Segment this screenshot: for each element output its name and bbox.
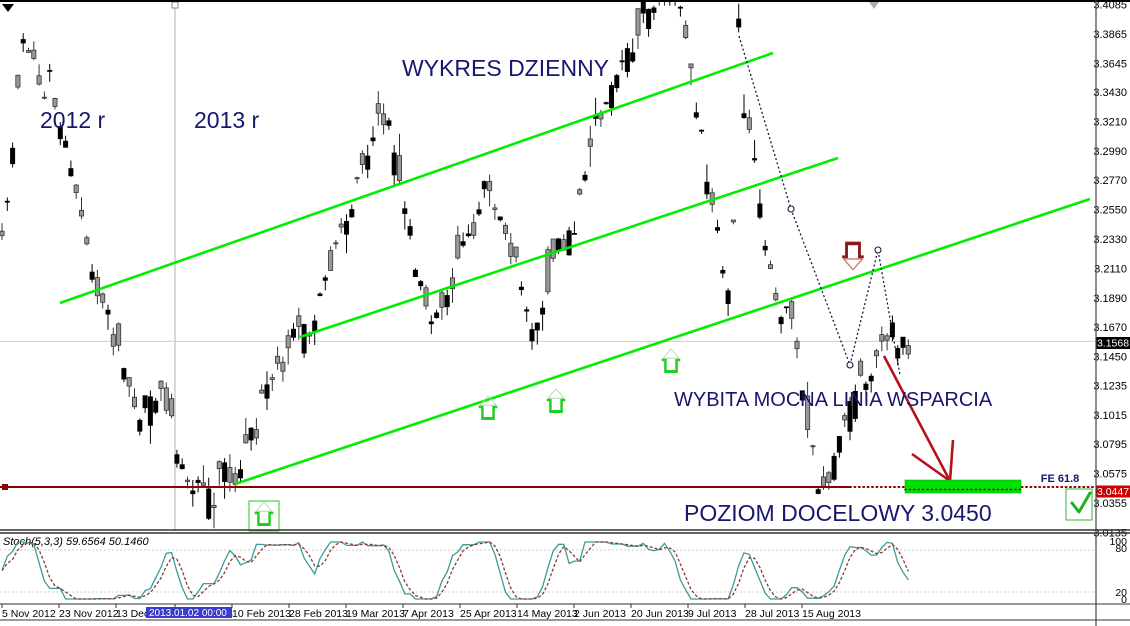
svg-text:FE 61.8: FE 61.8	[1041, 473, 1080, 485]
svg-text:3.2770: 3.2770	[1093, 175, 1127, 187]
svg-text:2013.01.02 00:00: 2013.01.02 00:00	[149, 608, 227, 619]
svg-text:3.2330: 3.2330	[1093, 234, 1127, 246]
svg-text:15 Aug 2013: 15 Aug 2013	[802, 608, 861, 620]
svg-text:3.3430: 3.3430	[1093, 87, 1127, 99]
svg-text:25 Apr 2013: 25 Apr 2013	[460, 608, 517, 620]
svg-text:0: 0	[1121, 594, 1127, 606]
svg-text:23 Nov 2012: 23 Nov 2012	[59, 608, 119, 620]
svg-text:10 Feb 2013: 10 Feb 2013	[232, 608, 291, 620]
svg-text:3.1015: 3.1015	[1093, 410, 1127, 422]
svg-text:5 Nov 2012: 5 Nov 2012	[2, 608, 56, 620]
svg-text:3.2990: 3.2990	[1093, 146, 1127, 158]
svg-text:WYKRES DZIENNY: WYKRES DZIENNY	[402, 55, 609, 81]
svg-text:3.0795: 3.0795	[1093, 439, 1127, 451]
svg-text:3.0575: 3.0575	[1093, 469, 1127, 481]
svg-text:WYBITA MOCNA LINIA WSPARCIA: WYBITA MOCNA LINIA WSPARCIA	[674, 389, 993, 411]
svg-text:2012 r: 2012 r	[40, 107, 106, 133]
svg-text:3.2110: 3.2110	[1094, 263, 1127, 275]
svg-text:3.0355: 3.0355	[1093, 498, 1127, 510]
svg-text:3.2550: 3.2550	[1093, 205, 1127, 217]
svg-text:7 Apr 2013: 7 Apr 2013	[403, 608, 454, 620]
svg-text:9 Jul 2013: 9 Jul 2013	[688, 608, 737, 620]
svg-text:28 Jul 2013: 28 Jul 2013	[745, 608, 799, 620]
svg-text:20 Jun 2013: 20 Jun 2013	[631, 608, 689, 620]
svg-text:3.3645: 3.3645	[1093, 58, 1127, 70]
svg-text:3.3210: 3.3210	[1093, 116, 1127, 128]
svg-text:3.1235: 3.1235	[1093, 380, 1127, 392]
svg-text:28 Feb 2013: 28 Feb 2013	[289, 608, 348, 620]
svg-text:3.1450: 3.1450	[1093, 352, 1127, 364]
svg-text:14 May 2013: 14 May 2013	[517, 608, 578, 620]
svg-text:3.1890: 3.1890	[1093, 293, 1127, 305]
svg-text:POZIOM DOCELOWY 3.0450: POZIOM DOCELOWY 3.0450	[684, 500, 992, 526]
svg-text:3.1670: 3.1670	[1093, 322, 1127, 334]
svg-text:80: 80	[1115, 543, 1127, 555]
svg-text:3.0447: 3.0447	[1097, 486, 1129, 498]
svg-text:3.3865: 3.3865	[1093, 29, 1127, 41]
svg-text:2 Jun 2013: 2 Jun 2013	[574, 608, 626, 620]
svg-text:3.1568: 3.1568	[1097, 338, 1129, 350]
svg-text:19 Mar 2013: 19 Mar 2013	[346, 608, 405, 620]
svg-text:2013 r: 2013 r	[194, 107, 260, 133]
